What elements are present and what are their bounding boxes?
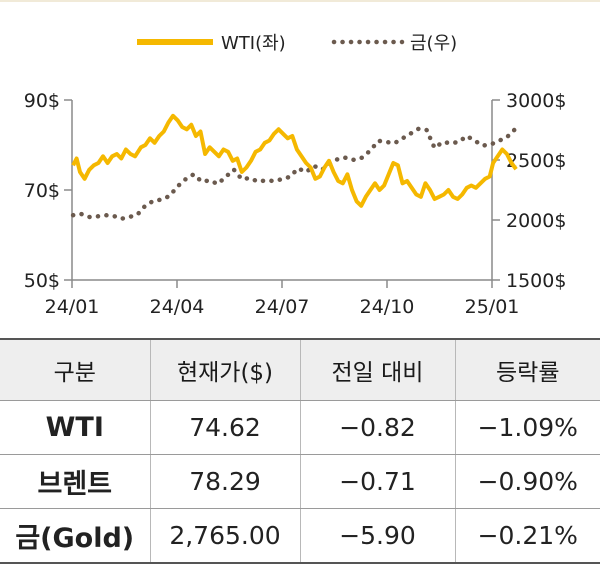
gold-series bbox=[70, 125, 519, 222]
row-price: 78.29 bbox=[149, 454, 300, 509]
legend-label-gold: 금(우) bbox=[410, 33, 457, 54]
x-tick-label: 24/07 bbox=[255, 296, 310, 318]
header-rate: 등락률 bbox=[454, 338, 600, 401]
x-ticks: 24/01 24/04 24/07 24/10 25/01 bbox=[45, 280, 520, 318]
right-tick-label: 1500$ bbox=[506, 270, 566, 292]
legend: WTI(좌) 금(우) bbox=[137, 33, 457, 54]
table-header-row: 구분 현재가($) 전일 대비 등락률 bbox=[0, 338, 600, 401]
row-change: −5.90 bbox=[299, 508, 455, 564]
right-tick-label: 2500$ bbox=[506, 150, 566, 172]
table-row: 금(Gold) 2,765.00 −5.90 −0.21% bbox=[0, 508, 600, 564]
right-y-ticks: 1500$ 2000$ 2500$ 3000$ bbox=[492, 90, 566, 292]
x-tick-label: 24/04 bbox=[150, 296, 205, 318]
left-tick-label: 50$ bbox=[24, 270, 60, 292]
wti-series bbox=[71, 113, 518, 208]
left-y-ticks: 50$ 70$ 90$ bbox=[24, 90, 72, 292]
left-tick-label: 90$ bbox=[24, 90, 60, 112]
x-tick-label: 25/01 bbox=[465, 296, 520, 318]
x-tick-label: 24/01 bbox=[45, 296, 100, 318]
row-rate: −1.09% bbox=[454, 400, 600, 455]
header-category: 구분 bbox=[0, 338, 150, 401]
price-table: 구분 현재가($) 전일 대비 등락률 WTI 74.62 −0.82 −1.0… bbox=[0, 338, 600, 564]
table-row: WTI 74.62 −0.82 −1.09% bbox=[0, 400, 600, 455]
row-name: 금(Gold) bbox=[0, 508, 150, 564]
row-change: −0.71 bbox=[299, 454, 455, 509]
header-price: 현재가($) bbox=[149, 338, 300, 401]
wti-line bbox=[71, 113, 518, 208]
header-change: 전일 대비 bbox=[299, 338, 455, 401]
row-price: 2,765.00 bbox=[149, 508, 300, 564]
table-row: 브렌트 78.29 −0.71 −0.90% bbox=[0, 454, 600, 509]
right-tick-label: 2000$ bbox=[506, 210, 566, 232]
row-rate: −0.90% bbox=[454, 454, 600, 509]
legend-label-wti: WTI(좌) bbox=[221, 33, 286, 54]
left-tick-label: 70$ bbox=[24, 180, 60, 202]
row-name: 브렌트 bbox=[0, 454, 150, 509]
row-price: 74.62 bbox=[149, 400, 300, 455]
row-change: −0.82 bbox=[299, 400, 455, 455]
row-name: WTI bbox=[0, 400, 150, 455]
axes: 50$70$90$ 1500$2000$2500$3000$ 24/01 24/0… bbox=[24, 90, 567, 318]
price-chart: WTI(좌) 금(우) 50$ 70$ 90$ 1500$ 2000$ 2500$ 300… bbox=[24, 33, 567, 318]
gold-line bbox=[70, 125, 519, 222]
row-rate: −0.21% bbox=[454, 508, 600, 564]
x-tick-label: 24/10 bbox=[360, 296, 415, 318]
right-tick-label: 3000$ bbox=[506, 90, 566, 112]
top-accent-line bbox=[0, 0, 600, 2]
